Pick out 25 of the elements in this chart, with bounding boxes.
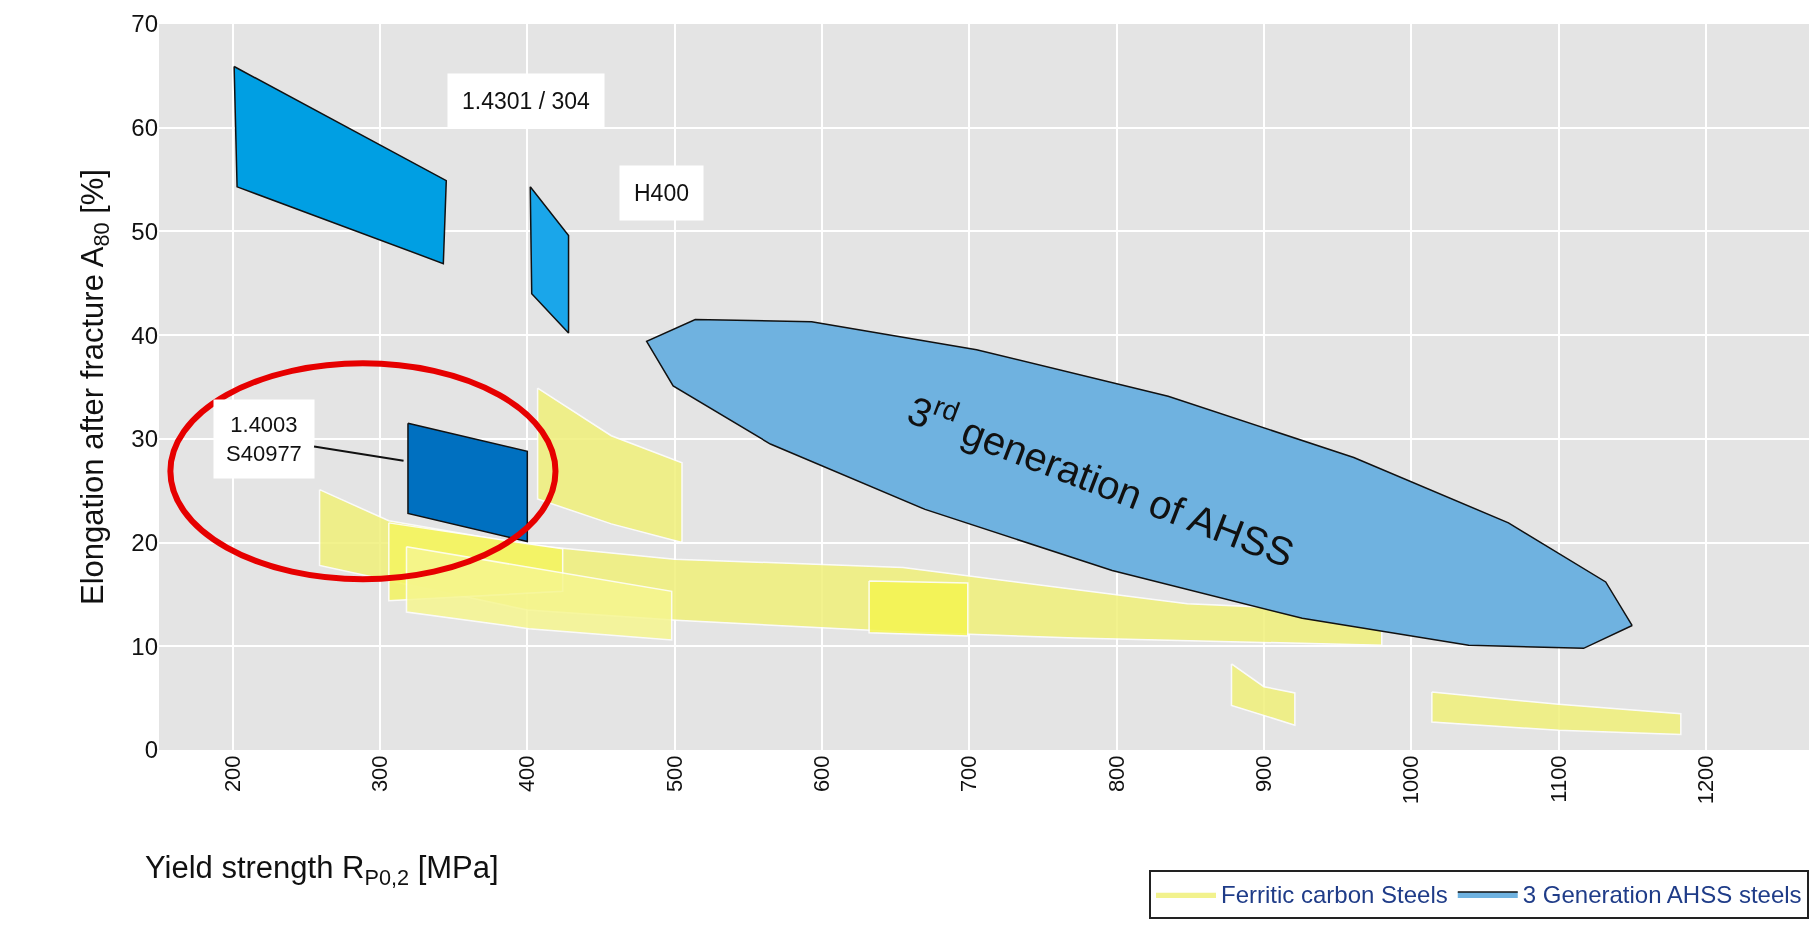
x-tick-label: 600 — [809, 755, 835, 793]
legend-label: Ferritic carbon Steels — [1221, 881, 1448, 909]
y-tick-label: 60 — [131, 114, 158, 142]
x-tick-label: 1200 — [1693, 755, 1719, 805]
y-tick-label: 30 — [131, 425, 158, 453]
y-tick-label: 70 — [131, 10, 158, 38]
annotation: H400 — [634, 180, 689, 206]
x-tick-label: 200 — [219, 755, 245, 793]
y-tick-label: 0 — [144, 736, 158, 764]
x-axis-title: Yield strength R$_{P0,2}$ [MPa] — [145, 850, 499, 890]
x-tick-label: 1000 — [1398, 755, 1424, 805]
x-tick-label: 400 — [514, 755, 540, 793]
annotation: 1.4301 / 304 — [462, 88, 591, 114]
y-tick-label: 10 — [131, 632, 158, 660]
legend-label: 3 Generation AHSS steels — [1522, 881, 1802, 909]
x-tick-label: 800 — [1103, 755, 1129, 793]
x-tick-label: 500 — [661, 755, 687, 793]
y-tick-label: 50 — [131, 217, 158, 245]
x-tick-label: 700 — [956, 755, 982, 793]
x-tick-label: 300 — [367, 755, 393, 793]
annotation: 1.4003 S40977 — [226, 412, 302, 466]
x-tick-label: 1100 — [1545, 755, 1571, 803]
y-tick-label: 20 — [131, 528, 158, 556]
x-tick-label: 900 — [1251, 755, 1277, 793]
y-tick-label: 40 — [131, 321, 158, 349]
